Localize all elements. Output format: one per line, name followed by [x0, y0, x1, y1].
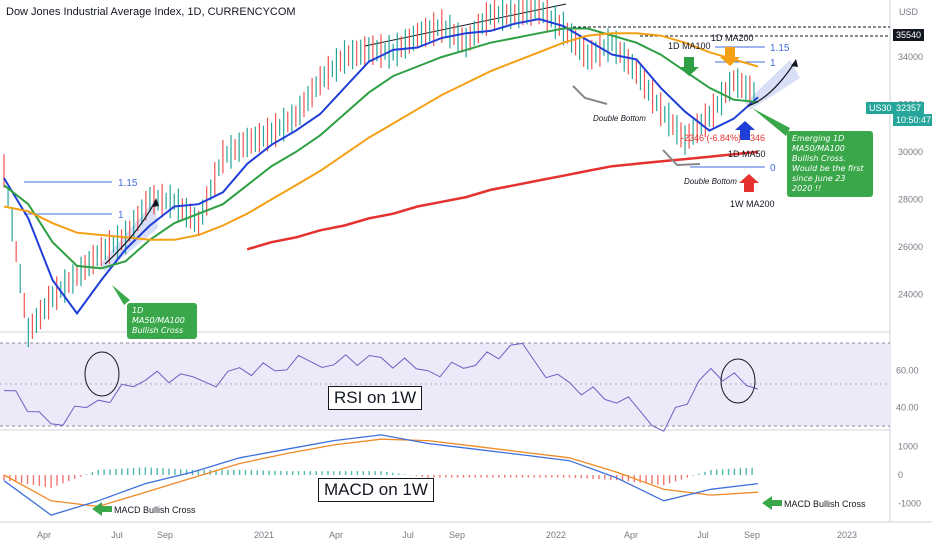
countdown-tag: 10:50:47	[893, 114, 932, 126]
w-ma200-arrow-icon	[739, 174, 759, 192]
macd-cross-label-1: MACD Bullish Cross	[114, 505, 196, 515]
price-tick-label: 24000	[898, 289, 923, 299]
double-bottom-mark-2	[662, 149, 701, 167]
macd-cross-label-2: MACD Bullish Cross	[784, 499, 866, 509]
time-tick-label: Jul	[402, 530, 414, 540]
w-ma200-label: 1W MA200	[730, 199, 775, 209]
ma100-arrow-icon	[679, 57, 699, 76]
fib-right-1: 1	[770, 58, 776, 69]
rsi-label: RSI on 1W	[328, 386, 423, 410]
left-note: 1D MA50/MA100 Bullish Cross	[127, 303, 197, 339]
main-series-group	[3, 0, 759, 348]
series-line-1d-ma50	[3, 17, 759, 316]
series-line-1w-ma200	[246, 150, 759, 251]
rsi-tick-label: 40.00	[896, 403, 919, 413]
macd-label: MACD on 1W	[318, 478, 434, 502]
fib-left-1: 1	[118, 210, 124, 221]
time-tick-label: Apr	[329, 530, 343, 540]
right-note: Emerging 1D MA50/MA100 Bullish Cross. Wo…	[787, 131, 873, 197]
fib-right-0: 0	[770, 163, 776, 174]
projection-arrowhead-right	[791, 59, 798, 67]
price-tick-label: 28000	[898, 194, 923, 204]
macd-cross-arrow-icon-2	[762, 496, 782, 510]
fib-right-115: 1.15	[770, 43, 790, 54]
last-price-tag: 32357	[893, 102, 925, 114]
rsi-line	[3, 342, 759, 432]
rsi-tick-label: 60.00	[896, 366, 919, 376]
macd-tick-label: 0	[898, 470, 903, 480]
time-tick-label: 2022	[546, 530, 566, 540]
price-tick-label: 30000	[898, 147, 923, 157]
currency-label: USD	[899, 7, 919, 17]
double-bottom-label-1: Double Bottom	[593, 114, 646, 123]
ma200-label: 1D MA200	[711, 33, 754, 43]
time-tick-label: Sep	[157, 530, 173, 540]
ma200-arrow-icon	[720, 47, 740, 66]
price-tick-label: 26000	[898, 242, 923, 252]
time-tick-label: 2021	[254, 530, 274, 540]
time-tick-label: Sep	[449, 530, 465, 540]
symbol-tag: US30	[866, 102, 895, 114]
price-tag-top: 35540	[893, 29, 925, 41]
macd-series-group	[3, 434, 759, 516]
double-bottom-mark-1	[572, 85, 608, 105]
macd-line	[3, 434, 759, 516]
macd-cross-arrow-icon-1	[92, 502, 112, 516]
projection-arrow-right	[747, 61, 796, 107]
time-tick-label: Apr	[37, 530, 51, 540]
time-tick-label: Apr	[624, 530, 638, 540]
projection-arrow-left	[104, 199, 157, 265]
measure-label: -2346 (-6.84%)	[681, 133, 741, 143]
macd-tick-label: -1000	[898, 499, 921, 509]
time-tick-label: Sep	[744, 530, 760, 540]
left-note-pointer	[112, 285, 130, 305]
ma50-label: 1D MA50	[728, 149, 766, 159]
fib-left-115: 1.15	[118, 178, 138, 189]
rsi-series-group	[3, 342, 759, 432]
rsi-circle-1	[84, 351, 120, 397]
price-tick-label: 34000	[898, 52, 923, 62]
measure-tail: 346	[750, 133, 765, 143]
double-bottom-label-2: Double Bottom	[684, 177, 737, 186]
time-tick-label: 2023	[837, 530, 857, 540]
rsi-circle-2	[720, 358, 756, 404]
ma100-label: 1D MA100	[668, 41, 711, 51]
time-tick-label: Jul	[697, 530, 709, 540]
ma50-arrow-icon	[735, 121, 755, 140]
right-note-pointer	[752, 108, 790, 136]
series-line-1d-ma100	[3, 27, 759, 270]
macd-tick-label: 1000	[898, 441, 918, 451]
time-axis: Apr Jul Sep 2021 Apr Jul Sep 2022 Apr Jul Sep 2023	[37, 530, 857, 540]
projection-right	[745, 60, 800, 110]
projection-arrowhead-left	[152, 198, 159, 207]
chart-title: Dow Jones Industrial Average Index, 1D, …	[6, 6, 296, 18]
highs-trendline	[364, 3, 567, 47]
macd-signal-line	[3, 438, 759, 508]
time-tick-label: Jul	[111, 530, 123, 540]
